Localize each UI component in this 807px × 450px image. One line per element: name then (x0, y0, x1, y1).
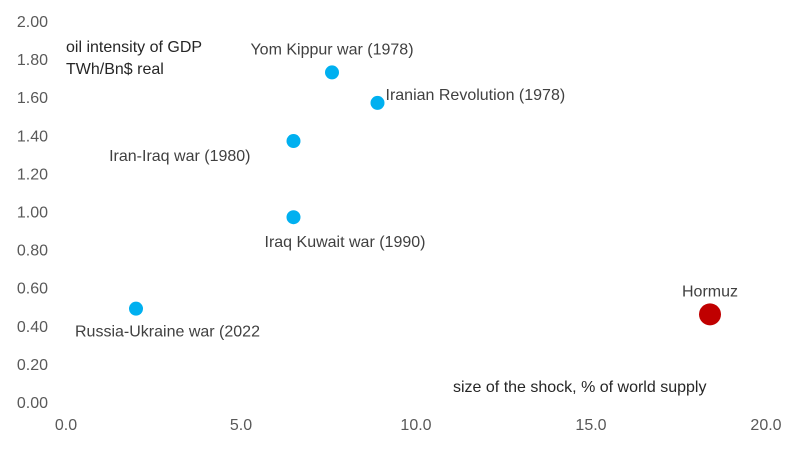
point-label: Iran-Iraq war (1980) (109, 148, 250, 165)
point-label: Iranian Revolution (1978) (386, 87, 566, 104)
event-point (286, 134, 301, 149)
data-points: Yom Kippur war (1978) Iranian Revolution … (75, 41, 738, 340)
y-tick-label: 1.00 (17, 205, 48, 222)
x-tick-label: 5.0 (230, 417, 252, 434)
x-tick-label: 0.0 (55, 417, 77, 434)
event-point (129, 301, 143, 316)
y-tick-label: 1.80 (17, 52, 48, 69)
y-tick-label: 0.00 (17, 395, 48, 412)
event-point (325, 65, 339, 80)
y-axis: 0.00 0.20 0.40 0.60 0.80 1.00 1.20 1.40 1.60 1.80… (17, 14, 48, 412)
event-point (286, 210, 301, 225)
point-label: Hormuz (682, 283, 738, 300)
x-tick-label: 15.0 (575, 417, 606, 434)
point-label: Yom Kippur war (1978) (250, 41, 413, 58)
x-tick-label: 10.0 (400, 417, 431, 434)
y-tick-label: 0.20 (17, 357, 48, 374)
y-tick-label: 1.60 (17, 90, 48, 107)
point-label: Iraq Kuwait war (1990) (265, 234, 426, 251)
y-axis-title-line-2: TWh/Bn$ real (66, 61, 164, 78)
y-tick-label: 2.00 (17, 14, 48, 31)
point-label: Russia-Ukraine war (2022 (75, 324, 260, 341)
y-tick-label: 0.80 (17, 243, 48, 260)
y-tick-label: 0.40 (17, 319, 48, 336)
y-tick-label: 1.40 (17, 128, 48, 145)
x-axis: 0.0 5.0 10.0 15.0 20.0 (55, 417, 782, 434)
hormuz-point (699, 303, 721, 326)
y-axis-title-line-1: oil intensity of GDP (66, 39, 202, 56)
y-tick-label: 0.60 (17, 281, 48, 298)
y-tick-label: 1.20 (17, 166, 48, 183)
x-tick-label: 20.0 (750, 417, 781, 434)
event-point (370, 95, 385, 110)
x-axis-title: size of the shock, % of world supply (453, 379, 706, 396)
